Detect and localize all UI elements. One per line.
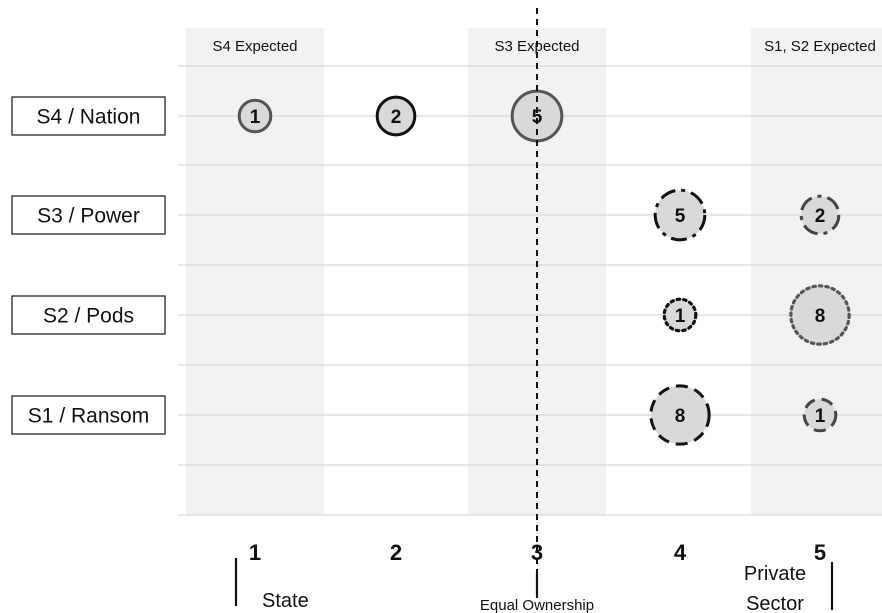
x-tick-label: 5 xyxy=(814,540,826,565)
ownership-scale: State Equal Ownership Private Sector xyxy=(234,558,834,613)
bubble xyxy=(789,284,851,346)
sector-label: Sector xyxy=(746,593,804,613)
bubble-value-label: 8 xyxy=(815,306,826,327)
bubble xyxy=(799,194,841,236)
y-label-box xyxy=(11,96,166,136)
region-label: S4 Expected xyxy=(212,38,297,55)
bubble-value-label: 5 xyxy=(532,107,543,128)
bubble-value-label: 2 xyxy=(815,206,826,227)
equal-ownership-label: Equal Ownership xyxy=(480,597,594,613)
bubble-value-label: 5 xyxy=(675,206,686,227)
x-tick-label: 2 xyxy=(390,540,402,565)
y-label-text: S4 / Nation xyxy=(37,106,141,129)
bubble xyxy=(237,98,273,134)
region-labels: S4 Expected S3 Expected S1, S2 Expected xyxy=(212,38,875,55)
x-tick-label: 4 xyxy=(674,540,687,565)
y-label-box xyxy=(11,195,166,235)
private-label: Private xyxy=(744,563,806,585)
y-axis-labels: S1 / Ransom S2 / Pods S3 / Power S4 / Natio… xyxy=(11,96,166,435)
gridlines xyxy=(178,65,882,516)
state-label: State xyxy=(262,590,309,612)
bubble-value-label: 1 xyxy=(675,306,686,327)
bubble-value-label: 2 xyxy=(391,107,402,128)
y-label-box xyxy=(11,395,166,435)
bubble-value-label: 1 xyxy=(250,107,261,128)
bubbles: 1 2 5 5 2 1 8 8 1 xyxy=(237,89,851,446)
bubble xyxy=(662,297,698,333)
bubble xyxy=(802,397,838,433)
region-label: S1, S2 Expected xyxy=(764,38,876,55)
y-label-text: S2 / Pods xyxy=(43,305,134,328)
y-label-box xyxy=(11,295,166,335)
bubble xyxy=(375,95,417,137)
y-label-text: S1 / Ransom xyxy=(28,405,149,428)
shaded-band-5 xyxy=(751,28,882,515)
bubble xyxy=(649,384,711,446)
x-tick-label: 1 xyxy=(249,540,261,565)
bubble-value-label: 8 xyxy=(675,406,686,427)
bubble xyxy=(653,188,707,242)
x-axis-ticks: 1 2 3 4 5 xyxy=(249,540,826,565)
x-tick-label: 3 xyxy=(531,540,543,565)
y-label-text: S3 / Power xyxy=(37,205,140,228)
bubble-value-label: 1 xyxy=(815,406,826,427)
